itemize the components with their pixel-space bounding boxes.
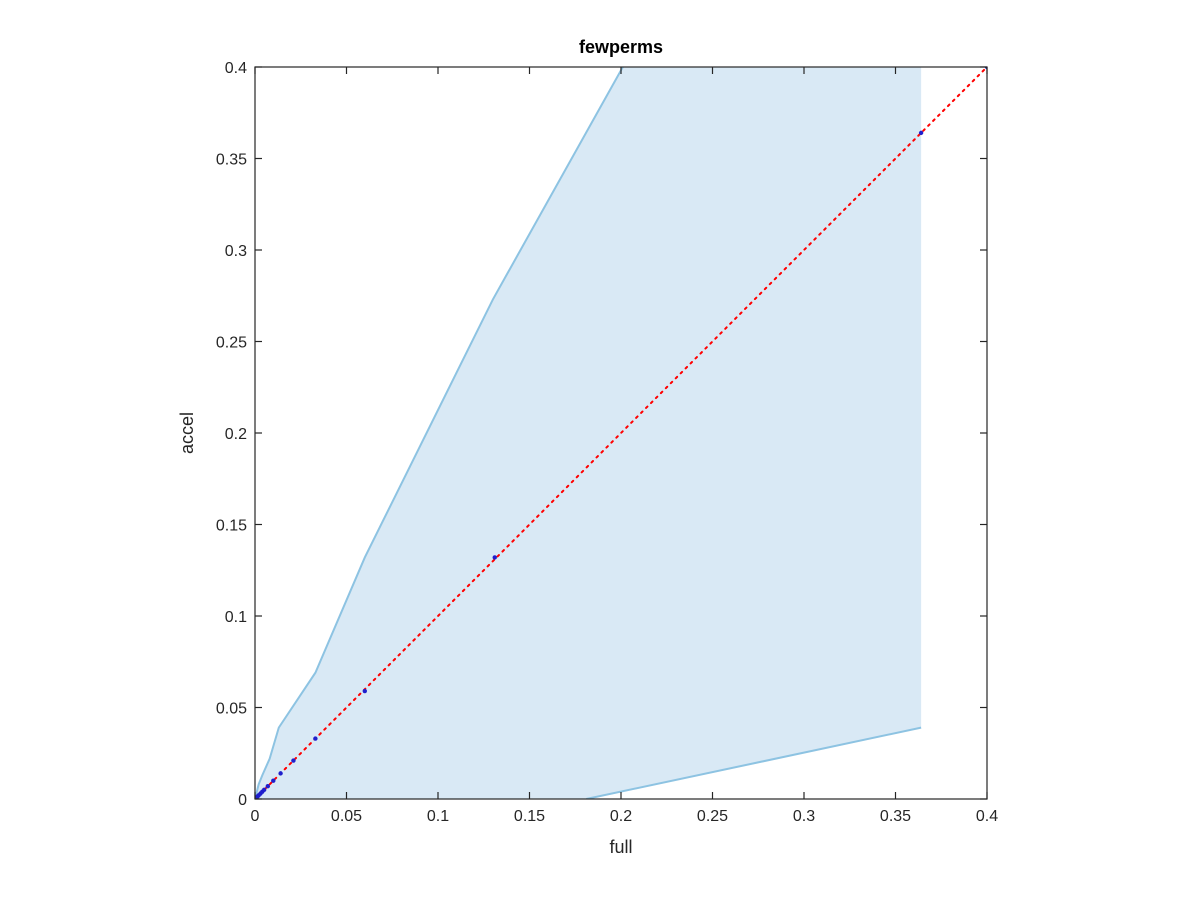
data-point [261,787,267,793]
y-tick-label: 0.1 [225,609,247,626]
data-point [918,130,924,136]
x-tick-label: 0.25 [697,808,728,825]
y-tick-label: 0.2 [225,426,247,443]
data-point [492,555,497,560]
y-tick-label: 0.25 [216,335,247,352]
y-tick-label: 0.15 [216,518,247,535]
x-axis-label: full [609,837,632,857]
y-tick-label: 0 [238,792,247,809]
data-point [291,758,296,763]
y-axis-label: accel [177,412,197,454]
x-tick-label: 0.4 [976,808,998,825]
band-lower-edge [586,726,922,799]
x-tick-label: 0.3 [793,808,815,825]
chart-title: fewperms [579,37,663,57]
data-point [265,783,271,789]
x-tick-label: 0.35 [880,808,911,825]
x-tick-label: 0 [251,808,260,825]
data-point [362,688,367,694]
y-tick-label: 0.3 [225,243,247,260]
y-tick-label: 0.05 [216,701,247,718]
y-tick-label: 0.4 [225,60,247,77]
data-point [313,736,318,741]
x-tick-label: 0.1 [427,808,449,825]
confidence-band-area [255,67,922,799]
x-tick-label: 0.2 [610,808,632,825]
y-tick-label: 0.35 [216,152,247,169]
x-tick-label: 0.15 [514,808,545,825]
band-upper-edge [255,67,624,799]
data-point [271,778,276,783]
data-point [278,771,283,776]
identity-line [255,67,987,799]
x-tick-label: 0.05 [331,808,362,825]
